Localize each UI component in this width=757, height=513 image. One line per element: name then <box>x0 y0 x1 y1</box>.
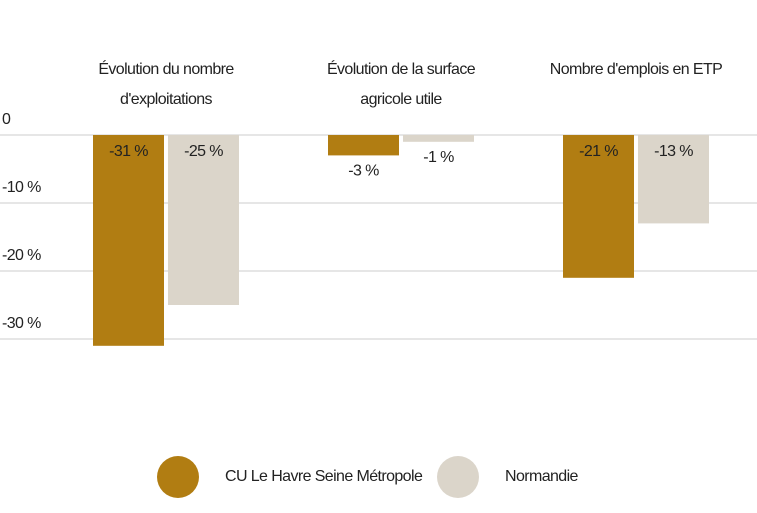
legend-label: Normandie <box>505 468 579 485</box>
bar <box>403 135 474 142</box>
bar <box>563 135 634 278</box>
y-tick-label: -10 % <box>2 179 41 196</box>
value-label: -1 % <box>423 149 454 166</box>
bar <box>93 135 164 346</box>
bar <box>638 135 709 224</box>
value-label: -3 % <box>348 163 379 180</box>
value-label: -13 % <box>654 143 693 160</box>
category-label: Nombre d'emplois en ETP <box>549 61 723 78</box>
legend-swatch <box>437 456 479 498</box>
y-tick-label: 0 <box>2 111 11 128</box>
category-label: Évolution du nombre d'exploitations <box>98 61 234 108</box>
legend-swatch <box>157 456 199 498</box>
bar <box>328 135 399 156</box>
bar <box>168 135 239 305</box>
value-label: -21 % <box>579 143 618 160</box>
y-tick-label: -30 % <box>2 315 41 332</box>
y-tick-label: -20 % <box>2 247 41 264</box>
value-label: -31 % <box>109 143 148 160</box>
legend-label: CU Le Havre Seine Métropole <box>225 468 423 485</box>
category-label: Évolution de la surface agricole utile <box>326 61 476 108</box>
value-label: -25 % <box>184 143 223 160</box>
